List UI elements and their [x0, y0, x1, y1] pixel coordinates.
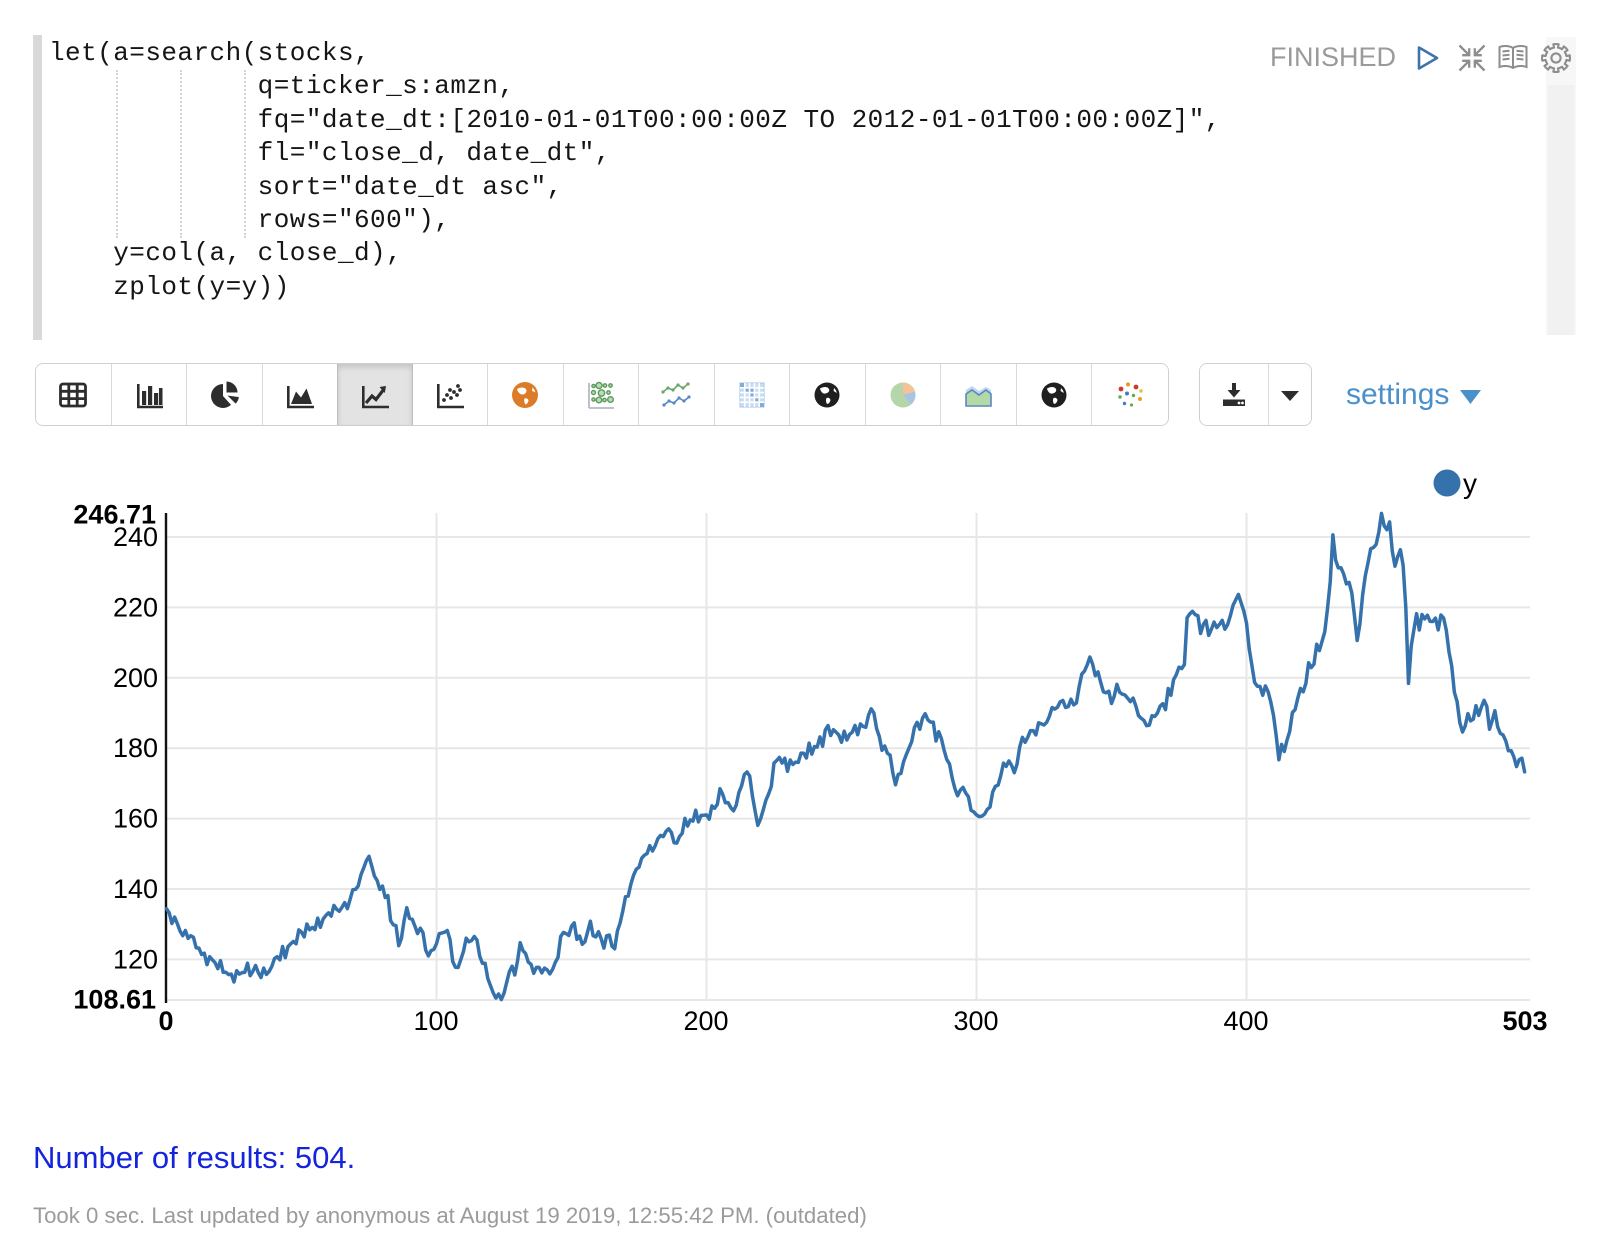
svg-text:200: 200	[683, 1006, 728, 1036]
svg-text:180: 180	[113, 733, 158, 763]
svg-text:220: 220	[113, 592, 158, 622]
svg-text:100: 100	[413, 1006, 458, 1036]
svg-text:0: 0	[158, 1006, 173, 1036]
svg-text:503: 503	[1502, 1006, 1547, 1036]
svg-text:160: 160	[113, 804, 158, 834]
svg-text:246.71: 246.71	[73, 499, 156, 529]
svg-text:108.61: 108.61	[73, 985, 156, 1015]
svg-text:240: 240	[113, 522, 158, 552]
svg-text:300: 300	[953, 1006, 998, 1036]
svg-text:y: y	[1463, 468, 1477, 499]
svg-text:200: 200	[113, 663, 158, 693]
svg-text:140: 140	[113, 874, 158, 904]
svg-text:120: 120	[113, 944, 158, 974]
svg-text:400: 400	[1223, 1006, 1268, 1036]
